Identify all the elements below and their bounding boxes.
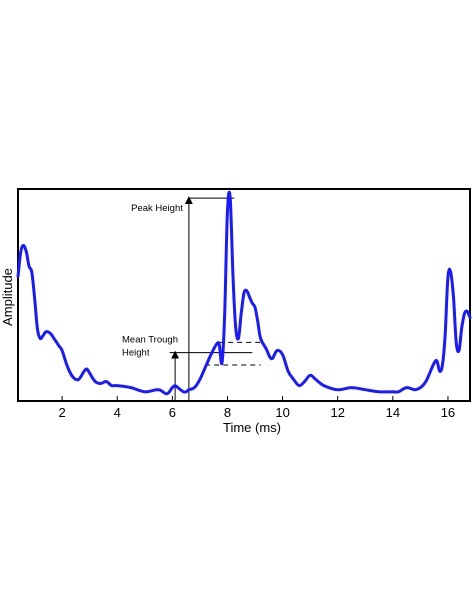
series-line	[16, 190, 472, 396]
x-tick-label: 12	[330, 405, 344, 420]
y-axis-label: Amplitude	[0, 268, 15, 326]
x-tick-label: 8	[224, 405, 231, 420]
x-tick-label: 6	[169, 405, 176, 420]
x-ticks: 2 4 6 8 10 12 14 16	[58, 396, 455, 420]
x-tick-label: 2	[58, 405, 65, 420]
x-tick-label: 4	[114, 405, 121, 420]
peak-height-label: Peak Height	[131, 203, 183, 214]
x-tick-label: 10	[275, 405, 289, 420]
mean-trough-label-line2: Height	[122, 348, 150, 359]
x-tick-label: 14	[386, 405, 400, 420]
annotations: Peak Height Mean Trough Height	[122, 196, 261, 401]
x-tick-label: 16	[441, 405, 455, 420]
mean-trough-label-line1: Mean Trough	[122, 335, 178, 346]
x-axis-label: Time (ms)	[223, 420, 281, 435]
plot-frame	[17, 188, 471, 402]
